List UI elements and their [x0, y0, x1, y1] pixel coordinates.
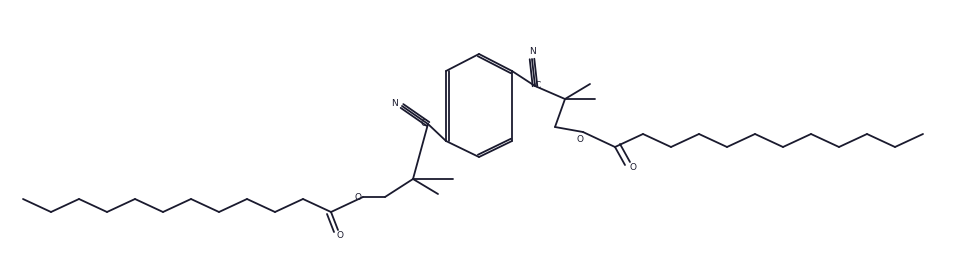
Text: O: O	[355, 193, 362, 201]
Text: C: C	[535, 82, 541, 90]
Text: N: N	[391, 100, 398, 108]
Text: O: O	[337, 231, 343, 241]
Text: O: O	[576, 135, 583, 145]
Text: O: O	[629, 164, 637, 172]
Text: C: C	[421, 119, 427, 129]
Text: N: N	[528, 46, 535, 56]
